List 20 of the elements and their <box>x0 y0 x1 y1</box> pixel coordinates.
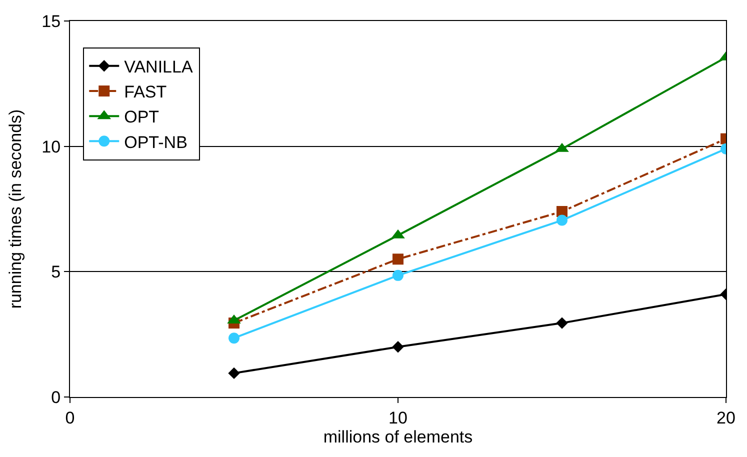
point <box>392 341 404 353</box>
y-axis-title: running times (in seconds) <box>6 109 26 309</box>
legend-label: FAST <box>124 82 167 102</box>
y-tick-label: 10 <box>42 137 61 156</box>
x-tick-label: 20 <box>716 408 736 428</box>
legend-label: OPT <box>124 108 160 127</box>
y-tick-label: 5 <box>51 262 61 282</box>
point <box>392 270 404 281</box>
legend-label: OPT-NB <box>124 132 188 152</box>
point <box>556 317 568 329</box>
legend-label: VANILLA <box>124 58 194 76</box>
x-tick-label: 0 <box>65 408 75 428</box>
point <box>556 214 568 226</box>
x-axis-title: millions of elements <box>323 427 473 446</box>
x-tick-label: 10 <box>388 408 408 428</box>
point <box>392 254 404 265</box>
y-tick-label: 0 <box>51 388 61 407</box>
y-tick-label: 15 <box>42 12 61 31</box>
point <box>228 367 240 380</box>
point <box>228 332 240 344</box>
